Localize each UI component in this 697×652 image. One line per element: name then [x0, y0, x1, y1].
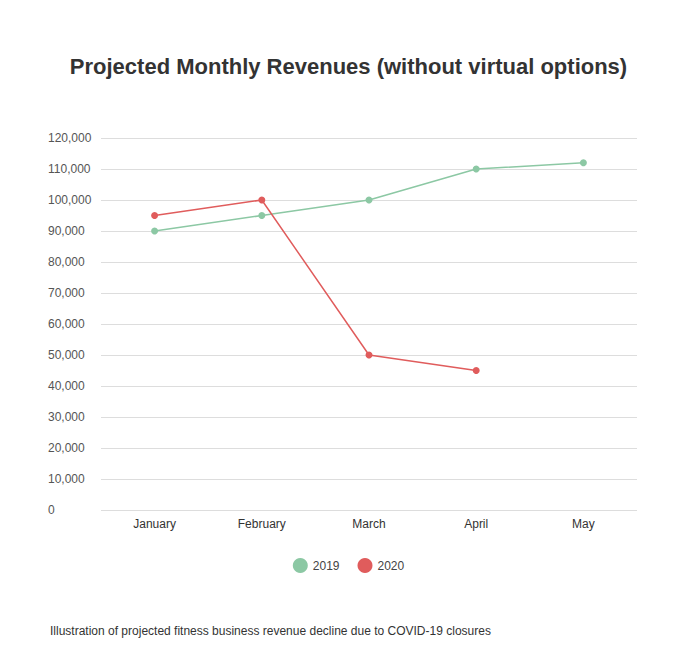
svg-text:2019: 2019: [313, 559, 340, 573]
svg-text:100,000: 100,000: [48, 193, 92, 207]
svg-text:30,000: 30,000: [48, 410, 85, 424]
svg-text:Illustration of projected fitn: Illustration of projected fitness busine…: [50, 624, 491, 638]
svg-text:0: 0: [48, 503, 55, 517]
svg-text:March: March: [352, 517, 385, 531]
svg-text:60,000: 60,000: [48, 317, 85, 331]
svg-text:20,000: 20,000: [48, 441, 85, 455]
svg-text:70,000: 70,000: [48, 286, 85, 300]
svg-text:May: May: [572, 517, 595, 531]
svg-text:February: February: [238, 517, 286, 531]
svg-text:January: January: [133, 517, 176, 531]
svg-text:80,000: 80,000: [48, 255, 85, 269]
svg-text:April: April: [464, 517, 488, 531]
svg-text:50,000: 50,000: [48, 348, 85, 362]
svg-text:120,000: 120,000: [48, 131, 92, 145]
svg-text:110,000: 110,000: [48, 162, 91, 176]
svg-text:90,000: 90,000: [48, 224, 85, 238]
svg-text:40,000: 40,000: [48, 379, 85, 393]
svg-text:2020: 2020: [378, 559, 405, 573]
svg-text:10,000: 10,000: [48, 472, 85, 486]
svg-text:Projected Monthly Revenues (wi: Projected Monthly Revenues (without virt…: [70, 54, 627, 79]
